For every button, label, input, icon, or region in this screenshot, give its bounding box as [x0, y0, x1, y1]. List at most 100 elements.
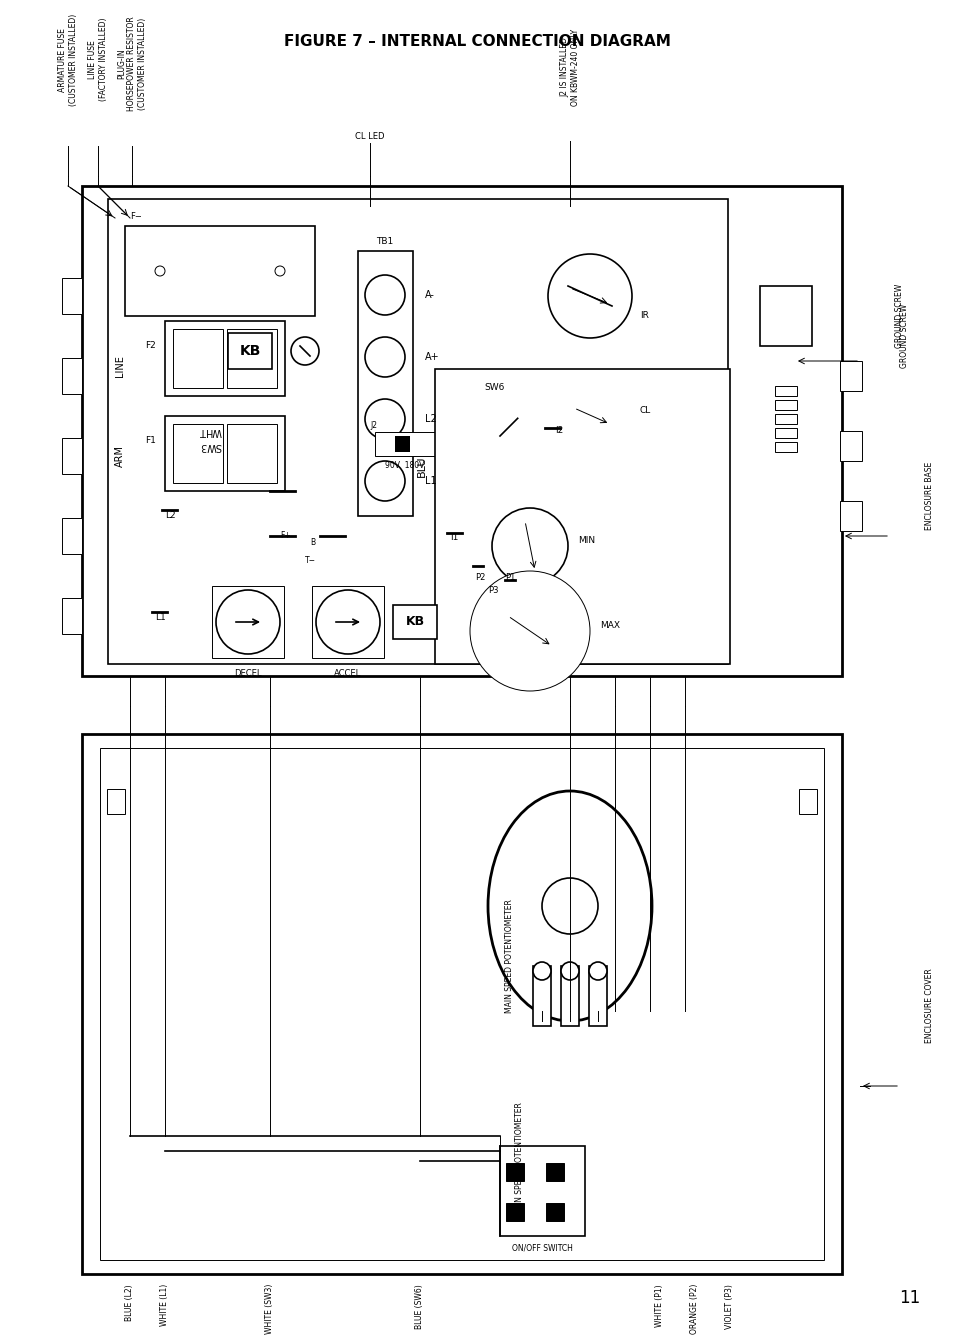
Bar — [108, 199, 727, 664]
Circle shape — [541, 878, 598, 934]
Bar — [375, 432, 435, 456]
Bar — [840, 501, 862, 530]
Ellipse shape — [488, 791, 651, 1021]
Text: LINE FUSE
(FACTORY INSTALLED): LINE FUSE (FACTORY INSTALLED) — [89, 17, 108, 102]
Bar — [228, 333, 272, 369]
Text: P1: P1 — [504, 573, 515, 582]
Text: BLUE (L2): BLUE (L2) — [126, 1284, 134, 1320]
Text: A+: A+ — [424, 351, 439, 362]
Bar — [107, 790, 125, 814]
Bar — [840, 432, 862, 461]
Bar — [172, 424, 223, 484]
Bar — [172, 329, 223, 387]
Circle shape — [533, 962, 551, 981]
Bar — [760, 286, 811, 346]
Text: ON/OFF SWITCH: ON/OFF SWITCH — [511, 1244, 572, 1253]
Text: J2 IS INSTALLED
ON KBWM-240 ONLY: J2 IS INSTALLED ON KBWM-240 ONLY — [559, 29, 579, 106]
Text: PLUG-IN
HORSEPOWER RESISTOR
(CUSTOMER INSTALLED): PLUG-IN HORSEPOWER RESISTOR (CUSTOMER IN… — [117, 16, 147, 111]
Bar — [545, 1202, 563, 1221]
Bar — [62, 358, 82, 394]
Bar — [165, 415, 285, 492]
Text: CL LED: CL LED — [355, 132, 384, 142]
Text: T−: T− — [305, 557, 315, 565]
Circle shape — [554, 378, 629, 454]
Text: F1: F1 — [145, 437, 155, 445]
Circle shape — [274, 266, 285, 277]
Bar — [774, 386, 796, 395]
Circle shape — [492, 508, 567, 584]
Text: KB: KB — [405, 616, 424, 628]
Circle shape — [365, 461, 405, 501]
Bar — [774, 399, 796, 410]
Text: J2: J2 — [370, 421, 376, 430]
Text: SW6: SW6 — [484, 383, 505, 393]
Text: KB: KB — [239, 343, 260, 358]
Text: WHITE (P1): WHITE (P1) — [655, 1284, 664, 1327]
Circle shape — [365, 337, 405, 377]
Text: FIGURE 7 – INTERNAL CONNECTION DIAGRAM: FIGURE 7 – INTERNAL CONNECTION DIAGRAM — [283, 33, 670, 48]
Circle shape — [484, 587, 575, 676]
Bar — [100, 748, 823, 1260]
Bar — [393, 605, 436, 639]
Circle shape — [485, 422, 514, 450]
Circle shape — [560, 962, 578, 981]
Text: ENCLOSURE COVER: ENCLOSURE COVER — [924, 969, 934, 1043]
Text: MAIN SPEED POTENTIOMETER: MAIN SPEED POTENTIOMETER — [505, 899, 514, 1013]
Bar — [840, 361, 862, 391]
Text: GROUND SCREW: GROUND SCREW — [900, 303, 908, 369]
Text: BLUE (SW6): BLUE (SW6) — [416, 1284, 424, 1329]
Text: VIOLET (P3): VIOLET (P3) — [724, 1284, 734, 1329]
Text: MAX: MAX — [599, 621, 619, 631]
Text: CL: CL — [639, 406, 651, 415]
Text: 90V  180V: 90V 180V — [385, 461, 424, 470]
Circle shape — [154, 266, 165, 277]
Text: WHITE (SW3): WHITE (SW3) — [265, 1284, 274, 1335]
Bar — [227, 424, 276, 484]
Text: BLU: BLU — [416, 456, 427, 477]
Bar — [545, 1164, 563, 1181]
Bar — [799, 790, 816, 814]
Text: TB1: TB1 — [376, 236, 394, 246]
Text: B: B — [310, 538, 314, 548]
Circle shape — [365, 399, 405, 440]
Bar — [774, 442, 796, 452]
Bar — [212, 587, 284, 659]
Bar — [499, 1146, 584, 1236]
Bar — [82, 186, 841, 676]
Text: LINE: LINE — [115, 355, 125, 377]
Bar — [82, 733, 841, 1275]
Bar — [165, 321, 285, 395]
Text: L2: L2 — [165, 512, 175, 521]
Text: MAIN SPEED POTENTIOMETER: MAIN SPEED POTENTIOMETER — [515, 1102, 524, 1216]
Text: MIN: MIN — [578, 537, 595, 545]
Text: IR: IR — [639, 311, 648, 321]
Circle shape — [365, 275, 405, 315]
Circle shape — [588, 962, 606, 981]
Circle shape — [315, 591, 379, 655]
Bar — [774, 428, 796, 438]
Text: L2: L2 — [424, 414, 436, 424]
Bar — [435, 369, 729, 664]
Bar — [560, 966, 578, 1026]
Text: L1: L1 — [154, 613, 166, 623]
Bar — [125, 226, 314, 317]
Bar — [533, 966, 551, 1026]
Bar — [312, 587, 384, 659]
Bar — [227, 329, 276, 387]
Text: ORANGE (P2): ORANGE (P2) — [690, 1284, 699, 1335]
Text: P3: P3 — [487, 587, 497, 596]
Circle shape — [547, 254, 631, 338]
Text: ARM: ARM — [115, 445, 125, 468]
Bar — [357, 251, 413, 516]
Circle shape — [291, 337, 318, 365]
Bar — [62, 438, 82, 474]
Bar — [505, 1202, 523, 1221]
Text: WHT: WHT — [198, 426, 221, 436]
Text: 11: 11 — [898, 1289, 919, 1307]
Text: A-: A- — [424, 290, 435, 301]
Text: I2: I2 — [555, 426, 562, 436]
Bar — [588, 966, 606, 1026]
Circle shape — [470, 570, 589, 691]
Text: GROUND SCREW: GROUND SCREW — [895, 283, 903, 349]
Text: I1: I1 — [450, 533, 457, 542]
